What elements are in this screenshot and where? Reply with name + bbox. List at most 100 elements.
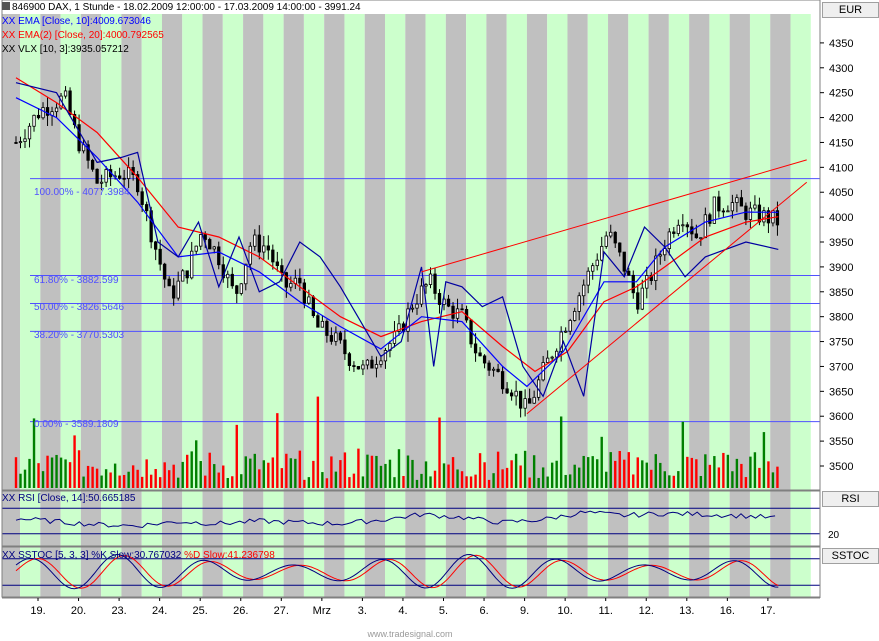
- candle-body: [311, 296, 316, 317]
- candle-body: [27, 125, 32, 140]
- candle-body: [212, 246, 216, 250]
- session-band: [709, 547, 730, 597]
- session-band: [770, 547, 791, 597]
- session-band: [283, 491, 304, 546]
- volume-bar: [496, 451, 500, 488]
- volume-bar: [384, 463, 387, 488]
- volume-bar: [456, 469, 459, 488]
- candle-body: [622, 251, 626, 272]
- candle-body: [257, 234, 261, 253]
- candle-body: [685, 224, 689, 228]
- volume-bar: [339, 460, 342, 488]
- session-band: [263, 491, 284, 546]
- volume-bar: [289, 458, 293, 488]
- session-band: [729, 491, 750, 546]
- volume-bar: [334, 471, 338, 488]
- volume-bar: [154, 469, 157, 488]
- volume-bar: [131, 465, 135, 488]
- candle-body: [244, 263, 248, 285]
- volume-bar: [100, 475, 103, 488]
- volume-bar: [744, 477, 748, 488]
- session-band: [648, 491, 669, 546]
- session-band: [243, 491, 264, 546]
- session-band: [405, 14, 426, 490]
- candle-body: [199, 234, 203, 247]
- axes: 3500 3550 3600 3650 3700 3750 3800 3850 3900 3950…: [1, 0, 853, 617]
- candle-body: [694, 233, 698, 239]
- volume-bar: [406, 455, 410, 488]
- candle-body: [726, 210, 730, 213]
- session-band: [445, 491, 467, 546]
- vlx-legend-prefix: XX: [2, 44, 16, 55]
- rsi-panel-tab[interactable]: RSI: [822, 491, 879, 507]
- volume-bar: [776, 466, 779, 488]
- candle-body: [609, 231, 613, 237]
- volume-bar: [528, 477, 531, 488]
- candle-body: [712, 196, 717, 224]
- session-band: [202, 14, 223, 490]
- session-band: [770, 491, 791, 546]
- volume-bar: [762, 432, 766, 488]
- candle-body: [248, 245, 252, 265]
- volume-bar: [222, 465, 225, 488]
- volume-bar: [442, 463, 446, 488]
- volume-bar: [596, 459, 599, 488]
- volume-bar: [50, 457, 54, 488]
- candle-body: [532, 396, 536, 404]
- candle-body: [99, 181, 104, 184]
- volume-bar: [514, 453, 518, 488]
- x-tick-label: 5.: [439, 605, 448, 617]
- y-tick-label: 4150: [829, 137, 853, 149]
- volume-bar: [614, 460, 617, 488]
- volume-bar: [276, 413, 279, 488]
- volume-bar: [379, 465, 383, 488]
- candle-body: [185, 270, 189, 279]
- rsi-line: [15, 510, 776, 529]
- candle-body: [302, 282, 306, 304]
- session-band: [182, 547, 203, 597]
- candle-body: [568, 320, 572, 332]
- candle-body: [473, 343, 478, 354]
- candle-body: [636, 292, 640, 310]
- y-tick-label: 3550: [829, 436, 853, 448]
- volume-bar: [731, 471, 734, 488]
- sstoc-panel-tab[interactable]: SSTOC: [822, 548, 879, 564]
- volume-bar: [749, 456, 752, 488]
- session-band: [364, 14, 386, 490]
- volume-bar: [451, 457, 455, 488]
- candle-body: [739, 197, 744, 207]
- volume-bar: [177, 477, 180, 488]
- session-band: [506, 547, 527, 597]
- volume-bar: [19, 473, 22, 488]
- volume-bar: [312, 460, 315, 488]
- session-band: [709, 491, 730, 546]
- volume-bar: [149, 474, 153, 488]
- session-band: [648, 547, 669, 597]
- session-band: [303, 547, 325, 597]
- y-tick-label: 3700: [829, 361, 853, 373]
- ema20-legend-prefix: XX: [2, 30, 16, 41]
- session-band: [324, 547, 345, 597]
- candle-body: [239, 283, 243, 294]
- candle-body: [546, 357, 550, 363]
- volume-bar: [627, 452, 630, 488]
- volume-bar: [298, 450, 302, 488]
- volume-bar: [546, 476, 549, 488]
- price-panel-tab[interactable]: EUR: [822, 2, 879, 18]
- session-band: [587, 547, 609, 597]
- candle-body: [203, 234, 207, 240]
- trend-line: [526, 181, 808, 415]
- volume-bar: [753, 452, 757, 488]
- rsi-legend: XX RSI [Close, 14]:50.665185: [2, 493, 135, 505]
- volume-bar: [46, 455, 49, 488]
- volume-bar: [113, 463, 117, 488]
- x-tick-label: Mrz: [313, 605, 331, 617]
- session-band: [2, 547, 21, 597]
- session-band: [486, 14, 507, 490]
- ema10-legend-text: EMA [Close, 10]:4009.673046: [18, 16, 151, 27]
- fib-label-0: 0.00% - 3589.1809: [34, 419, 119, 430]
- candle-body: [374, 364, 379, 369]
- volume-bar: [695, 459, 698, 488]
- volume-bar: [641, 460, 644, 488]
- session-band: [182, 491, 203, 546]
